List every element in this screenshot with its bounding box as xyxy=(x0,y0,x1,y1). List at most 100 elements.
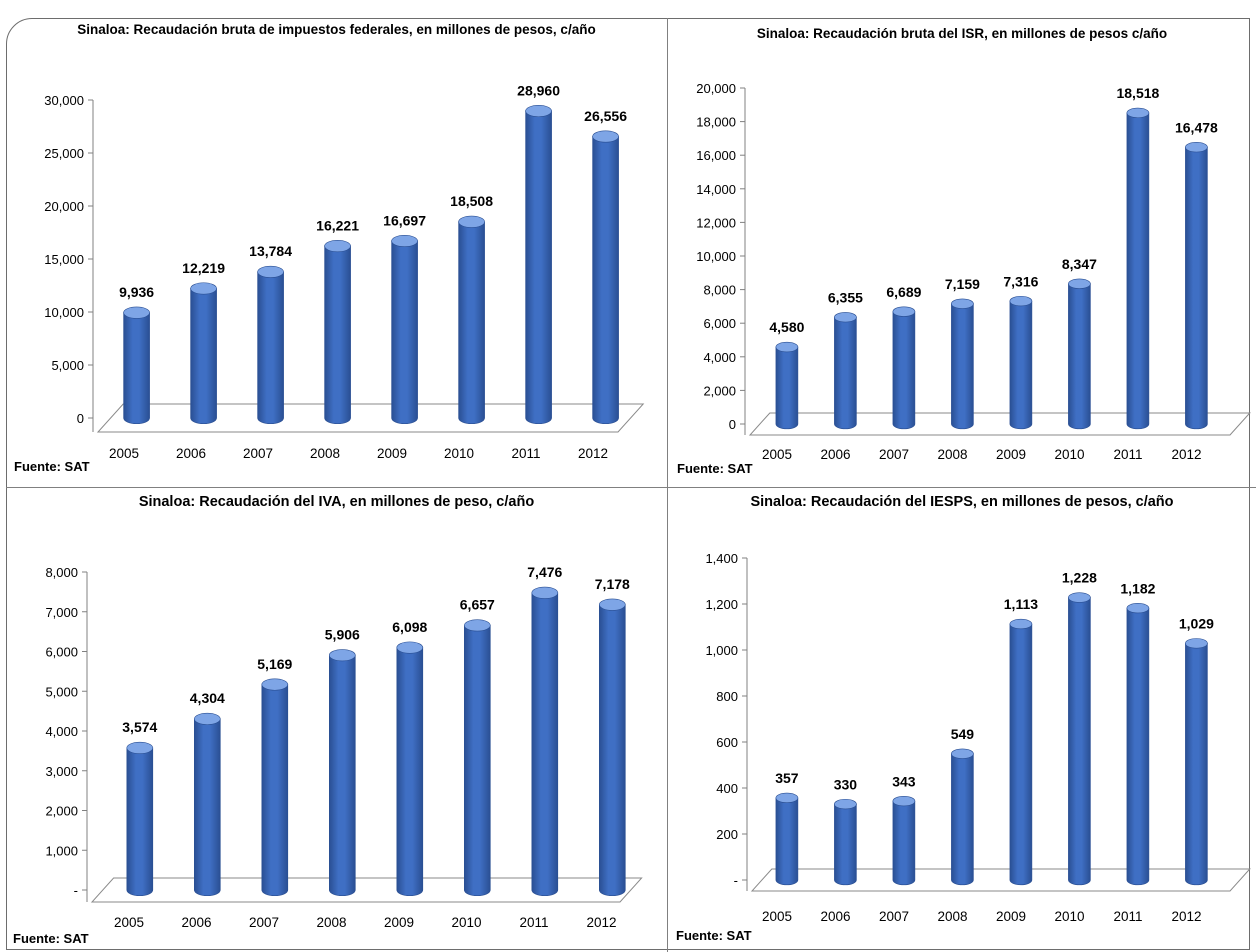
chart-isr: 0 2,000 4,000 6,000 8,000 10,000 12,000 14,000 1… xyxy=(696,81,1251,462)
bar xyxy=(123,306,150,425)
y-tick-label: 800 xyxy=(716,689,738,704)
bar-body xyxy=(951,753,974,886)
y-tick-label: 12,000 xyxy=(696,215,736,230)
x-tick-label: 2005 xyxy=(114,915,144,930)
y-tick-label: - xyxy=(74,883,78,898)
data-label: 7,178 xyxy=(595,576,630,592)
chart-floor xyxy=(90,877,643,903)
bar xyxy=(834,798,857,886)
data-label: 7,159 xyxy=(945,276,980,292)
bar-top xyxy=(892,795,916,807)
bar-top xyxy=(1126,107,1150,119)
data-label: 16,478 xyxy=(1175,119,1218,135)
y-tick-label: 2,000 xyxy=(45,804,78,819)
x-tick-label: 2007 xyxy=(249,915,279,930)
bar xyxy=(1009,618,1033,886)
y-tick-label: 2,000 xyxy=(703,383,736,398)
data-label: 6,657 xyxy=(460,597,495,613)
bar xyxy=(396,641,424,897)
chart-floor xyxy=(748,412,1251,436)
bar-body xyxy=(396,647,424,897)
bar-body xyxy=(525,110,552,425)
bar xyxy=(194,712,221,897)
bar-body xyxy=(592,136,619,425)
data-label: 28,960 xyxy=(517,82,560,98)
y-tick-label: 5,000 xyxy=(51,358,84,373)
source-note: Fuente: SAT xyxy=(14,459,90,474)
x-tick-label: 2008 xyxy=(310,446,340,461)
bar xyxy=(458,215,485,425)
y-tick-label: 16,000 xyxy=(696,148,736,163)
bar xyxy=(592,130,619,425)
bar-top xyxy=(463,619,491,632)
bar xyxy=(261,678,289,897)
bar-top xyxy=(775,341,799,353)
x-tick-label: 2012 xyxy=(1171,909,1201,924)
y-tick-label: 6,000 xyxy=(45,645,78,660)
x-tick-label: 2010 xyxy=(451,915,481,930)
chart-iva: - 1,000 2,000 3,000 4,000 5,000 6,000 7,000 8,00… xyxy=(45,564,643,930)
chart-federal: 0 5,000 10,000 15,000 20,000 25,000 30,000 9,93… xyxy=(44,82,645,461)
data-label: 7,476 xyxy=(527,564,562,580)
data-label: 549 xyxy=(951,726,975,742)
y-tick-label: 25,000 xyxy=(44,146,84,161)
bar xyxy=(1185,638,1208,886)
data-label: 4,304 xyxy=(190,690,225,706)
bar-body xyxy=(190,288,217,425)
bar xyxy=(1185,142,1208,430)
bar xyxy=(328,649,356,897)
bar-body xyxy=(257,271,284,425)
bar xyxy=(525,105,552,425)
bar-body xyxy=(1126,607,1150,886)
bar-top xyxy=(892,306,916,317)
x-tick-label: 2011 xyxy=(1113,909,1142,924)
bar-top xyxy=(1068,592,1091,603)
bar-top xyxy=(123,306,150,319)
x-tick-label: 2012 xyxy=(1171,447,1201,462)
bar xyxy=(834,312,857,430)
bar xyxy=(126,741,154,897)
y-tick-label: 3,000 xyxy=(45,764,78,779)
y-tick-label: 1,000 xyxy=(45,843,78,858)
bar-top xyxy=(951,298,974,309)
bar-body xyxy=(834,803,857,886)
data-label: 8,347 xyxy=(1062,256,1097,272)
bar xyxy=(775,792,799,886)
y-tick-label: 600 xyxy=(716,735,738,750)
x-tick-label: 2011 xyxy=(519,915,548,930)
bar-top xyxy=(257,265,284,278)
y-tick-label: 10,000 xyxy=(44,305,84,320)
y-tick-label: 8,000 xyxy=(703,283,736,298)
x-tick-label: 2006 xyxy=(176,446,206,461)
x-tick-label: 2008 xyxy=(316,915,346,930)
chart-panel-iesps: Sinaloa: Recaudación del IESPS, en millo… xyxy=(668,488,1256,952)
bar-body xyxy=(391,240,418,425)
chart-title: Sinaloa: Recaudación bruta del ISR, en m… xyxy=(756,26,1168,41)
y-tick-label: 18,000 xyxy=(696,115,736,130)
chart-panel-iva: Sinaloa: Recaudación del IVA, en millone… xyxy=(6,488,667,952)
x-tick-label: 2008 xyxy=(937,909,967,924)
y-tick-label: 6,000 xyxy=(703,316,736,331)
y-tick-label: 14,000 xyxy=(696,182,736,197)
y-tick-label: 0 xyxy=(77,411,84,426)
bar-top xyxy=(194,712,221,725)
y-tick-label: 1,200 xyxy=(705,597,738,612)
x-tick-label: 2012 xyxy=(578,446,608,461)
x-tick-label: 2007 xyxy=(879,447,909,462)
bar-top xyxy=(458,215,485,228)
bar xyxy=(190,282,217,425)
bar-body xyxy=(329,654,356,897)
bar xyxy=(463,619,491,897)
chart-panel-isr: Sinaloa: Recaudación bruta del ISR, en m… xyxy=(668,18,1256,487)
x-tick-label: 2009 xyxy=(384,915,414,930)
bar-body xyxy=(1185,146,1208,430)
bar-body xyxy=(261,684,289,897)
bar-top xyxy=(592,130,619,143)
data-label: 343 xyxy=(892,773,916,789)
x-tick-label: 2007 xyxy=(879,909,909,924)
y-tick-label: 1,400 xyxy=(705,551,738,566)
bar-top xyxy=(1009,295,1033,307)
bar-body xyxy=(324,245,351,425)
bar xyxy=(775,341,799,430)
panel-divider-horizontal xyxy=(6,487,1256,488)
